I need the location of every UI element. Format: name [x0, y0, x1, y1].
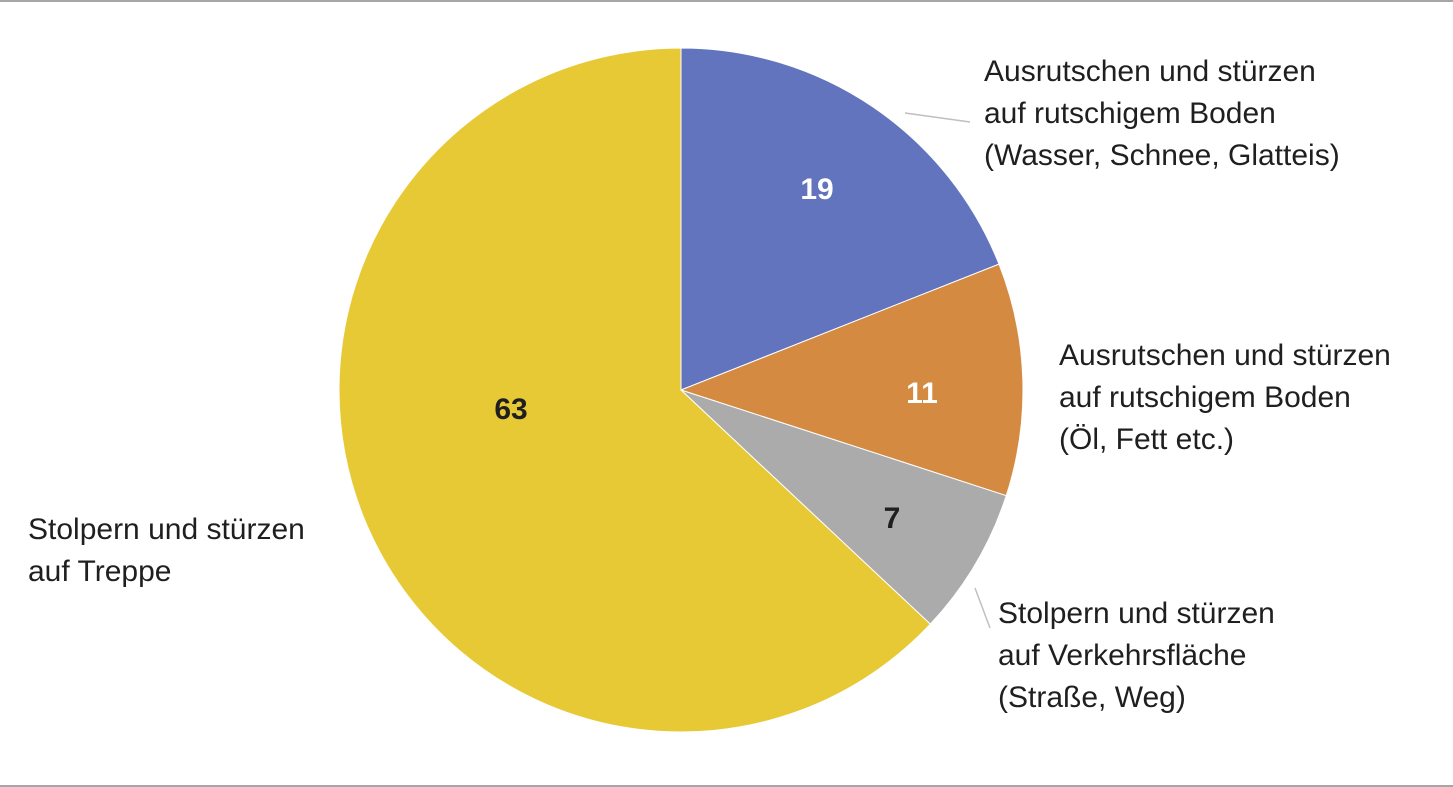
leader-line-slippery-wet [904, 112, 971, 123]
pie-slice-traffic-area [680, 389, 1007, 625]
category-label-slippery-oil: Ausrutschen und stürzen auf rutschigem Bo… [1059, 339, 1391, 456]
value-label-stairs: 63 [494, 393, 527, 426]
leader-line-traffic-area [974, 587, 991, 629]
pie-slice-slippery-oil [679, 263, 1024, 497]
bottom-rule [0, 785, 1453, 787]
category-label-traffic-area: Stolpern und stürzen auf Verkehrsfläche (S… [998, 597, 1275, 714]
value-label-traffic-area: 7 [884, 502, 901, 535]
category-label-stairs: Stolpern und stürzen auf Treppe [28, 513, 305, 588]
top-rule [0, 0, 1453, 2]
pie-slice-slippery-wet [680, 47, 1000, 391]
pie-slice-stairs [338, 47, 932, 733]
value-label-slippery-oil: 11 [906, 377, 938, 410]
value-label-slippery-wet: 19 [800, 173, 833, 206]
category-label-slippery-wet: Ausrutschen und stürzen auf rutschigem Bo… [984, 55, 1340, 172]
